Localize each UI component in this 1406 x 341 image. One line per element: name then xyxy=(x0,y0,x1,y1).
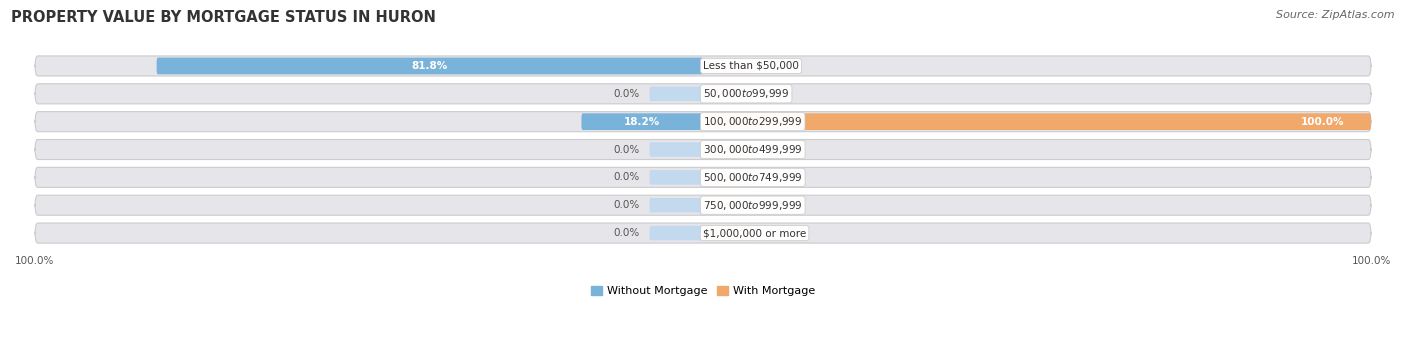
Text: 18.2%: 18.2% xyxy=(624,117,661,127)
Text: 100.0%: 100.0% xyxy=(1301,117,1344,127)
FancyBboxPatch shape xyxy=(582,113,703,130)
Text: 0.0%: 0.0% xyxy=(766,172,793,182)
Text: 0.0%: 0.0% xyxy=(613,228,640,238)
Text: $500,000 to $749,999: $500,000 to $749,999 xyxy=(703,171,803,184)
Text: PROPERTY VALUE BY MORTGAGE STATUS IN HURON: PROPERTY VALUE BY MORTGAGE STATUS IN HUR… xyxy=(11,10,436,25)
Text: 0.0%: 0.0% xyxy=(613,89,640,99)
FancyBboxPatch shape xyxy=(35,223,1371,243)
FancyBboxPatch shape xyxy=(650,142,703,157)
Text: 0.0%: 0.0% xyxy=(613,200,640,210)
FancyBboxPatch shape xyxy=(35,195,1371,215)
Text: $750,000 to $999,999: $750,000 to $999,999 xyxy=(703,199,803,212)
FancyBboxPatch shape xyxy=(156,58,703,74)
FancyBboxPatch shape xyxy=(35,56,1371,76)
Text: 0.0%: 0.0% xyxy=(613,172,640,182)
FancyBboxPatch shape xyxy=(650,170,703,184)
FancyBboxPatch shape xyxy=(650,226,703,240)
Text: $300,000 to $499,999: $300,000 to $499,999 xyxy=(703,143,803,156)
FancyBboxPatch shape xyxy=(703,59,756,73)
Text: 0.0%: 0.0% xyxy=(766,200,793,210)
Legend: Without Mortgage, With Mortgage: Without Mortgage, With Mortgage xyxy=(588,284,818,298)
FancyBboxPatch shape xyxy=(35,139,1371,160)
Text: 0.0%: 0.0% xyxy=(613,145,640,154)
Text: 81.8%: 81.8% xyxy=(412,61,449,71)
FancyBboxPatch shape xyxy=(703,142,756,157)
Text: 0.0%: 0.0% xyxy=(766,228,793,238)
FancyBboxPatch shape xyxy=(650,198,703,212)
FancyBboxPatch shape xyxy=(35,84,1371,104)
Text: Less than $50,000: Less than $50,000 xyxy=(703,61,799,71)
FancyBboxPatch shape xyxy=(650,87,703,101)
Text: 0.0%: 0.0% xyxy=(766,145,793,154)
Text: 0.0%: 0.0% xyxy=(766,61,793,71)
FancyBboxPatch shape xyxy=(703,113,1371,130)
Text: 100.0%: 100.0% xyxy=(1351,256,1391,266)
FancyBboxPatch shape xyxy=(703,226,756,240)
Text: 100.0%: 100.0% xyxy=(15,256,55,266)
FancyBboxPatch shape xyxy=(703,87,756,101)
FancyBboxPatch shape xyxy=(35,167,1371,188)
FancyBboxPatch shape xyxy=(703,198,756,212)
Text: $50,000 to $99,999: $50,000 to $99,999 xyxy=(703,87,789,100)
Text: Source: ZipAtlas.com: Source: ZipAtlas.com xyxy=(1277,10,1395,20)
Text: $100,000 to $299,999: $100,000 to $299,999 xyxy=(703,115,803,128)
Text: $1,000,000 or more: $1,000,000 or more xyxy=(703,228,806,238)
Text: 0.0%: 0.0% xyxy=(766,89,793,99)
FancyBboxPatch shape xyxy=(35,112,1371,132)
FancyBboxPatch shape xyxy=(703,170,756,184)
